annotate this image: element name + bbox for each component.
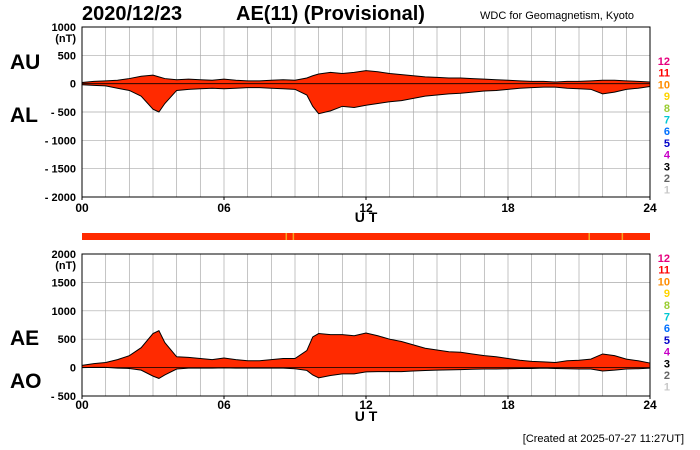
legend-entry: 6 (664, 126, 670, 138)
x-tick-label: 24 (643, 201, 657, 215)
unit-label: (nT) (55, 33, 76, 45)
ao-label: AO (10, 370, 42, 393)
y-tick-label: 1000 (52, 22, 76, 34)
legend-entry: 2 (664, 370, 670, 382)
legend-entry: 3 (664, 161, 670, 173)
legend-entry: 11 (658, 68, 670, 80)
panel-top: 1000 500 0 - 500 - 1000 - 1500 - 2000 (nT) 00 06 1… (45, 22, 671, 225)
legend-entry: 5 (664, 138, 670, 150)
legend-entry: 6 (664, 323, 670, 335)
x-tick-label: 06 (217, 398, 231, 412)
legend-entry: 12 (658, 253, 670, 265)
y-tick-label: 2000 (52, 249, 76, 261)
y-tick-label: - 500 (51, 107, 76, 119)
coverage-band-mark (588, 233, 590, 240)
x-tick-label: 18 (501, 201, 515, 215)
series-line-ae (81, 330, 651, 366)
legend-entry: 1 (664, 382, 670, 394)
organization-label: WDC for Geomagnetism, Kyoto (480, 10, 635, 22)
legend-entry: 7 (664, 312, 670, 324)
y-tick-label: 500 (58, 334, 76, 346)
x-tick-label: 12 (359, 398, 373, 412)
legend-entry: 8 (664, 103, 670, 115)
y-tick-label: 1500 (52, 277, 76, 289)
y-tick-label: - 2000 (45, 192, 76, 204)
coverage-band-mark (285, 233, 288, 240)
legend-entry: 10 (658, 276, 670, 288)
x-axis-label: U T (355, 408, 378, 424)
x-tick-label: 06 (217, 201, 231, 215)
chart-title: AE(11) (Provisional) (236, 3, 425, 25)
legend-entry: 3 (664, 358, 670, 370)
ae-label: AE (10, 327, 40, 350)
legend-entry: 2 (664, 173, 670, 185)
series-line-al (81, 84, 651, 115)
series-line-au (81, 70, 651, 84)
au-label: AU (10, 51, 41, 74)
legend-entry: 7 (664, 115, 670, 127)
x-tick-label: 12 (359, 201, 373, 215)
coverage-band (82, 233, 650, 240)
legend-entry: 1 (664, 185, 670, 197)
series-line-ao (81, 366, 651, 379)
created-timestamp: [Created at 2025-07-27 11:27UT] (522, 433, 684, 445)
legend-entry: 10 (658, 79, 670, 91)
y-tick-label: 500 (58, 50, 76, 62)
legend-entry: 11 (658, 265, 670, 277)
unit-label: (nT) (55, 260, 76, 272)
y-tick-label: - 1000 (45, 135, 76, 147)
x-tick-label: 00 (75, 398, 89, 412)
x-axis-label: U T (355, 209, 378, 225)
legend-entry: 9 (664, 91, 670, 103)
legend-entry: 8 (664, 300, 670, 312)
x-tick-label: 00 (75, 201, 89, 215)
coverage-band-mark (621, 233, 624, 240)
legend-entry: 12 (658, 56, 670, 68)
y-tick-label: 0 (70, 79, 76, 91)
date-label: 2020/12/23 (82, 3, 183, 25)
legend-entry: 4 (664, 347, 671, 359)
coverage-band-mark (292, 233, 295, 240)
y-tick-label: 0 (70, 363, 76, 375)
y-tick-label: 1000 (52, 306, 76, 318)
y-tick-label: - 500 (51, 391, 76, 403)
area-fill-ae-ao (82, 330, 650, 379)
area-fill-au-al (82, 70, 650, 114)
al-label: AL (10, 104, 38, 127)
coverage-band-bar (82, 233, 650, 240)
y-tick-label: - 1500 (45, 164, 76, 176)
legend-entry: 5 (664, 335, 670, 347)
legend-entry: 9 (664, 288, 670, 300)
x-tick-label: 18 (501, 398, 515, 412)
legend-entry: 4 (664, 150, 671, 162)
x-tick-label: 24 (643, 398, 657, 412)
